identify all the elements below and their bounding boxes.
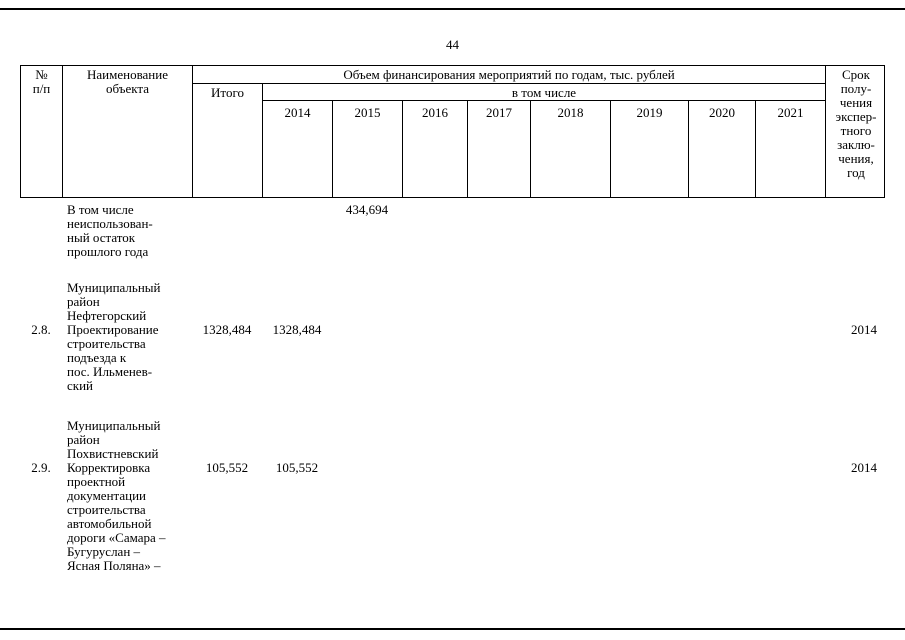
cell-2020	[688, 203, 755, 259]
cell-2014: 105,552	[275, 460, 319, 475]
cell-2015: 434,694	[345, 203, 389, 217]
cell-2017	[467, 419, 530, 573]
header-year-2021: 2021	[756, 101, 826, 197]
cell-num	[20, 203, 62, 259]
cell-2015	[332, 419, 402, 573]
header-itogo: Итого	[193, 84, 263, 197]
header-year-2019: 2019	[611, 101, 689, 197]
cell-2014	[262, 203, 332, 259]
table-header: № п/п Наименование объекта Объем финанси…	[20, 65, 885, 198]
cell-term: 2014	[851, 460, 877, 475]
header-year-2015: 2015	[333, 101, 403, 197]
cell-2019	[610, 419, 688, 573]
cell-2021	[755, 203, 825, 259]
cell-2018	[530, 203, 610, 259]
header-term: Срок полу- чения экспер- тного заклю- че…	[835, 67, 877, 180]
page-number: 44	[446, 37, 459, 52]
cell-2015	[332, 281, 402, 393]
cell-name: В том числе неиспользован- ный остаток п…	[67, 203, 153, 259]
header-year-2020: 2020	[689, 101, 756, 197]
cell-2016	[402, 419, 467, 573]
cell-2020	[688, 281, 755, 393]
cell-itogo: 1328,484	[202, 322, 252, 337]
cell-term: 2014	[851, 322, 877, 337]
table-body: В том числе неиспользован- ный остаток п…	[20, 203, 885, 573]
cell-num: 2.9.	[31, 460, 51, 475]
cell-2016	[402, 203, 467, 259]
cell-2018	[530, 281, 610, 393]
cell-2017	[467, 203, 530, 259]
cell-name: Муниципальный район Похвистневский Корре…	[67, 419, 166, 573]
financing-table: № п/п Наименование объекта Объем финанси…	[20, 65, 885, 573]
cell-2021	[755, 281, 825, 393]
table-row: В том числе неиспользован- ный остаток п…	[20, 203, 885, 259]
cell-name: Муниципальный район Нефтегорский Проекти…	[67, 281, 161, 393]
cell-2014: 1328,484	[272, 322, 322, 337]
page-top-border	[0, 8, 905, 10]
header-num: № п/п	[21, 66, 63, 197]
cell-2020	[688, 419, 755, 573]
header-year-2016: 2016	[403, 101, 468, 197]
header-year-2014: 2014	[263, 101, 333, 197]
cell-2021	[755, 419, 825, 573]
cell-itogo	[192, 203, 262, 259]
header-year-2017: 2017	[468, 101, 531, 197]
cell-2018	[530, 419, 610, 573]
page-bottom-border	[0, 628, 905, 630]
cell-term	[825, 203, 885, 259]
table-row: 2.8. Муниципальный район Нефтегорский Пр…	[20, 281, 885, 393]
cell-itogo: 105,552	[205, 460, 249, 475]
header-name: Наименование объекта	[63, 66, 193, 197]
header-year-2018: 2018	[531, 101, 611, 197]
table-row: 2.9. Муниципальный район Похвистневский …	[20, 419, 885, 573]
header-financing: Объем финансирования мероприятий по года…	[193, 66, 826, 84]
cell-2016	[402, 281, 467, 393]
header-including: в том числе	[263, 84, 826, 101]
cell-2019	[610, 281, 688, 393]
cell-2017	[467, 281, 530, 393]
cell-2019	[610, 203, 688, 259]
cell-num: 2.8.	[31, 322, 51, 337]
